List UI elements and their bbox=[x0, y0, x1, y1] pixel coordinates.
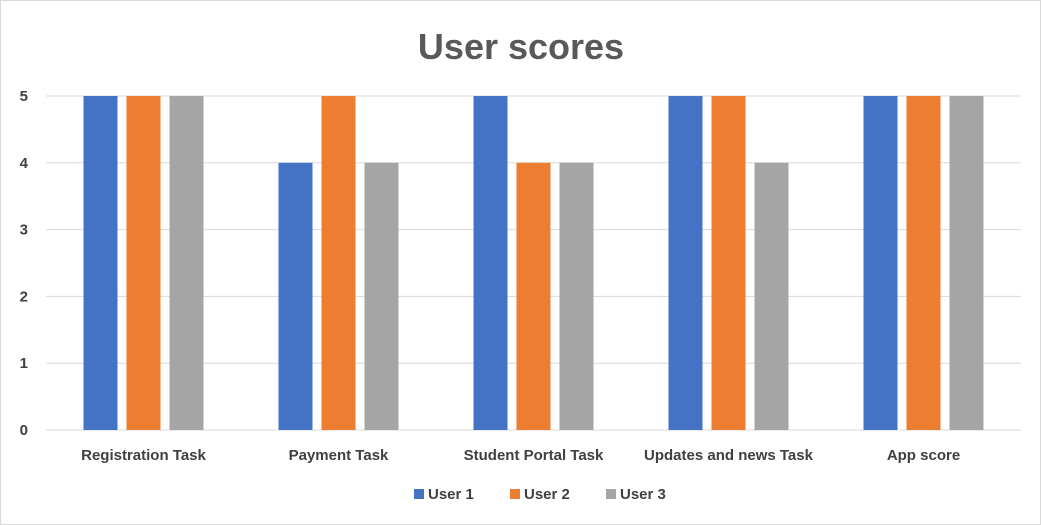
bar bbox=[126, 96, 161, 430]
x-category-label: Payment Task bbox=[289, 447, 389, 464]
y-tick-label: 4 bbox=[20, 155, 29, 172]
x-category-label: App score bbox=[887, 447, 960, 464]
bar bbox=[559, 162, 594, 431]
bar bbox=[364, 162, 399, 431]
bar bbox=[516, 162, 551, 431]
bar bbox=[863, 96, 898, 430]
y-tick-label: 3 bbox=[20, 222, 28, 239]
bar bbox=[668, 96, 703, 430]
legend-swatch bbox=[606, 489, 616, 499]
y-axis-ticks: 0 1 2 3 4 5 bbox=[20, 88, 29, 439]
x-axis-categories: Registration Task Payment Task Student Por… bbox=[81, 447, 960, 464]
y-tick-label: 1 bbox=[20, 355, 28, 372]
chart-title: User scores bbox=[418, 26, 624, 67]
legend-label: User 1 bbox=[428, 486, 474, 503]
bar bbox=[473, 96, 508, 430]
bar bbox=[906, 96, 941, 430]
bar bbox=[278, 162, 313, 431]
legend-swatch bbox=[510, 489, 520, 499]
bar bbox=[83, 96, 118, 430]
bar bbox=[321, 96, 356, 430]
legend-swatch bbox=[414, 489, 424, 499]
legend-label: User 3 bbox=[620, 486, 666, 503]
x-category-label: Student Portal Task bbox=[464, 447, 604, 464]
bars bbox=[83, 96, 984, 431]
bar bbox=[754, 162, 789, 431]
bar bbox=[711, 96, 746, 430]
legend-label: User 2 bbox=[524, 486, 570, 503]
x-category-label: Updates and news Task bbox=[644, 447, 814, 464]
y-tick-label: 5 bbox=[20, 88, 28, 105]
bar bbox=[949, 96, 984, 430]
legend: User 1 User 2 User 3 bbox=[414, 486, 666, 503]
x-category-label: Registration Task bbox=[81, 447, 206, 464]
y-tick-label: 0 bbox=[20, 422, 28, 439]
bar bbox=[169, 96, 204, 430]
y-tick-label: 2 bbox=[20, 288, 28, 305]
